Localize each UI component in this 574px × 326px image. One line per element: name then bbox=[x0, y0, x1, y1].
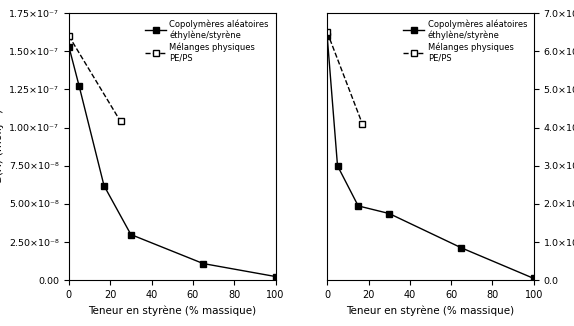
Y-axis label: G(X) (mol.J⁻¹): G(X) (mol.J⁻¹) bbox=[0, 109, 4, 184]
Copolymères aléatoires
éthylène/styrène bbox=[334, 164, 341, 168]
Mélanges physiques
PE/PS bbox=[359, 122, 366, 126]
X-axis label: Teneur en styrène (% massique): Teneur en styrène (% massique) bbox=[88, 306, 256, 316]
Copolymères aléatoires
éthylène/styrène bbox=[530, 276, 537, 280]
Line: Copolymères aléatoires
éthylène/styrène: Copolymères aléatoires éthylène/styrène bbox=[324, 33, 537, 282]
Copolymères aléatoires
éthylène/styrène bbox=[324, 34, 331, 38]
Copolymères aléatoires
éthylène/styrène bbox=[200, 261, 207, 265]
Line: Copolymères aléatoires
éthylène/styrène: Copolymères aléatoires éthylène/styrène bbox=[65, 43, 279, 280]
Mélanges physiques
PE/PS bbox=[65, 34, 72, 38]
Copolymères aléatoires
éthylène/styrène bbox=[386, 212, 393, 215]
Legend: Copolymères aléatoires
éthylène/styrène, Mélanges physiques
PE/PS: Copolymères aléatoires éthylène/styrène,… bbox=[401, 17, 530, 65]
Copolymères aléatoires
éthylène/styrène bbox=[355, 204, 362, 208]
Mélanges physiques
PE/PS bbox=[324, 30, 331, 34]
Copolymères aléatoires
éthylène/styrène bbox=[65, 45, 72, 49]
Line: Mélanges physiques
PE/PS: Mélanges physiques PE/PS bbox=[65, 33, 124, 125]
X-axis label: Teneur en styrène (% massique): Teneur en styrène (% massique) bbox=[347, 306, 514, 316]
Copolymères aléatoires
éthylène/styrène bbox=[127, 232, 134, 236]
Legend: Copolymères aléatoires
éthylène/styrène, Mélanges physiques
PE/PS: Copolymères aléatoires éthylène/styrène,… bbox=[143, 17, 272, 65]
Mélanges physiques
PE/PS bbox=[117, 120, 124, 124]
Copolymères aléatoires
éthylène/styrène bbox=[458, 246, 465, 250]
Copolymères aléatoires
éthylène/styrène bbox=[76, 84, 83, 88]
Copolymères aléatoires
éthylène/styrène bbox=[100, 184, 107, 187]
Line: Mélanges physiques
PE/PS: Mélanges physiques PE/PS bbox=[324, 29, 366, 127]
Copolymères aléatoires
éthylène/styrène bbox=[272, 274, 279, 278]
